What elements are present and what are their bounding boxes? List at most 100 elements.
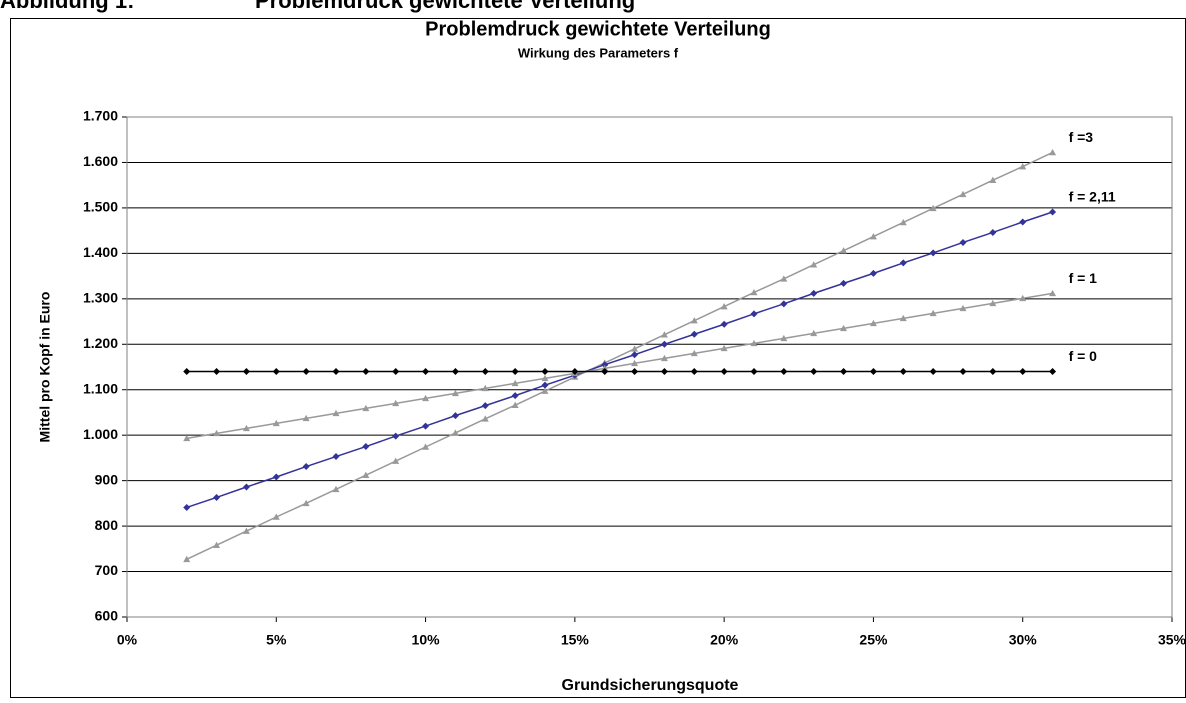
series-marker — [422, 422, 430, 430]
series-marker — [899, 259, 907, 267]
series-marker — [631, 351, 639, 359]
series-marker — [302, 414, 310, 422]
series-marker — [840, 279, 848, 287]
series-marker — [869, 319, 877, 327]
series-marker — [899, 218, 907, 226]
series-marker — [422, 368, 430, 376]
series-marker — [183, 368, 191, 376]
series-marker — [601, 364, 609, 372]
series-marker — [959, 304, 967, 312]
series-marker — [720, 368, 728, 376]
series-marker — [959, 190, 967, 198]
chart-frame — [10, 18, 1186, 698]
series-marker — [302, 499, 310, 507]
series-marker — [690, 349, 698, 357]
series-marker — [1019, 294, 1027, 302]
series-marker — [392, 368, 400, 376]
series-marker — [362, 368, 370, 376]
series-marker — [332, 368, 340, 376]
series-marker — [302, 463, 310, 471]
series-marker — [541, 381, 549, 389]
series-marker — [660, 354, 668, 362]
x-axis-label: Grundsicherungsquote — [562, 677, 739, 694]
series-marker — [541, 387, 549, 394]
y-axis-label: Mittel pro Kopf in Euro — [37, 292, 53, 443]
series-marker — [362, 471, 370, 478]
series-marker — [481, 384, 489, 392]
series-marker — [242, 527, 250, 534]
series-marker — [511, 379, 519, 387]
series-marker — [451, 368, 459, 376]
series-label: f = 1 — [1069, 270, 1098, 286]
series-marker — [750, 288, 758, 296]
chart-title: Problemdruck gewichtete Verteilung — [425, 18, 771, 40]
series-marker — [541, 374, 549, 382]
x-tick-label: 20% — [710, 632, 739, 648]
series-marker — [362, 443, 370, 451]
y-tick-label: 900 — [95, 471, 119, 487]
series-marker — [451, 412, 459, 420]
series-marker — [631, 345, 639, 352]
series-marker — [989, 368, 997, 376]
series-marker — [750, 368, 758, 376]
plot-area — [126, 116, 1173, 618]
y-tick-label: 1.700 — [83, 108, 118, 124]
series-marker — [511, 368, 519, 376]
series-marker — [750, 339, 758, 347]
series-marker — [989, 299, 997, 307]
series-marker — [840, 324, 848, 332]
series-marker — [899, 314, 907, 322]
series-marker — [213, 368, 221, 376]
x-tick-label: 35% — [1158, 632, 1186, 648]
series-marker — [332, 409, 340, 417]
caption-text: Problemdruck gewichtete Verteilung — [255, 0, 635, 13]
series-marker — [780, 368, 788, 376]
series-marker — [660, 331, 668, 338]
series-marker — [272, 513, 280, 520]
series-marker — [690, 368, 698, 376]
series-marker — [810, 261, 818, 268]
series-marker — [302, 368, 310, 376]
y-tick-label: 1.300 — [83, 290, 118, 306]
series-marker — [1019, 368, 1027, 376]
series-marker — [481, 402, 489, 410]
series-marker — [929, 309, 937, 317]
series-marker — [213, 541, 221, 548]
series-marker — [869, 269, 877, 277]
series-marker — [631, 368, 639, 376]
x-tick-label: 5% — [266, 632, 287, 648]
series-marker — [272, 473, 280, 481]
series-marker — [541, 368, 549, 376]
series-marker — [929, 368, 937, 376]
series-marker — [511, 392, 519, 400]
series-marker — [183, 503, 191, 511]
caption-label: Abbildung 1: — [0, 0, 134, 13]
series-marker — [869, 233, 877, 240]
y-tick-label: 700 — [95, 562, 119, 578]
series-marker — [840, 247, 848, 254]
series-marker — [451, 429, 459, 436]
series-marker — [660, 340, 668, 348]
series-marker — [213, 429, 221, 437]
series-marker — [720, 320, 728, 328]
series-marker — [810, 368, 818, 376]
y-tick-label: 800 — [95, 517, 119, 533]
x-tick-label: 30% — [1009, 632, 1038, 648]
series-marker — [1049, 289, 1057, 297]
series-marker — [1019, 218, 1027, 226]
series-marker — [810, 329, 818, 337]
series-marker — [929, 204, 937, 212]
series-marker — [392, 457, 400, 464]
chart-subtitle: Wirkung des Parameters f — [518, 45, 679, 60]
series-marker — [183, 434, 191, 442]
series-marker — [272, 368, 280, 376]
series-marker — [720, 303, 728, 310]
series-marker — [750, 310, 758, 318]
series-marker — [451, 389, 459, 397]
series-label: f = 2,11 — [1069, 189, 1116, 205]
series-marker — [989, 228, 997, 236]
series-marker — [959, 368, 967, 376]
series-marker — [183, 555, 191, 563]
